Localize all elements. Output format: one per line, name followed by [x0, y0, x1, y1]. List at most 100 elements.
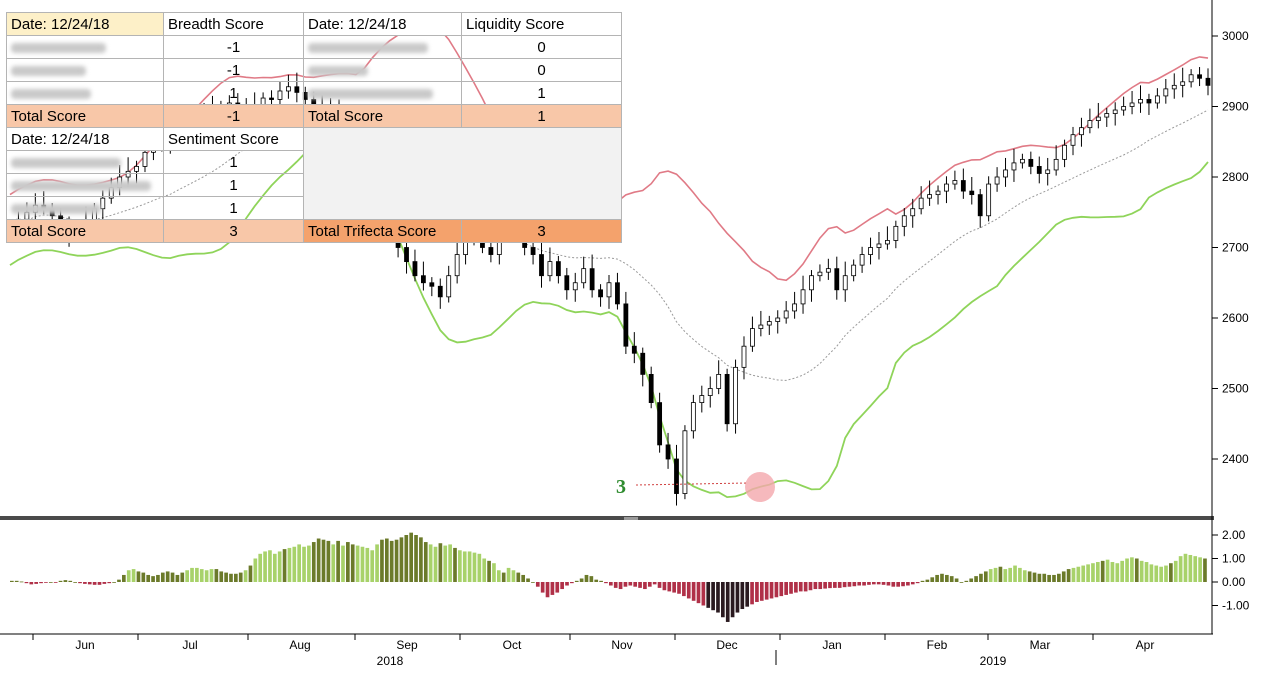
histogram-bar — [974, 576, 978, 583]
histogram-bar — [691, 582, 696, 601]
histogram-bar — [774, 582, 779, 598]
candle-body — [1019, 158, 1025, 164]
histogram-bar — [316, 538, 321, 582]
year-label: 2019 — [980, 654, 1007, 668]
candle-body — [674, 458, 679, 494]
liquidity-date-cell: Date: 12/24/18 — [303, 12, 462, 36]
liquidity-value-cell: 1 — [461, 81, 622, 105]
candle-body — [944, 183, 949, 192]
histogram-bar — [862, 582, 866, 586]
histogram-bar — [375, 544, 379, 582]
histogram-bar — [238, 572, 243, 582]
table-row: 1 — [6, 173, 622, 197]
annotation-leader-line — [635, 482, 749, 486]
candle-body — [960, 180, 966, 192]
histogram-bar — [1076, 566, 1081, 582]
histogram-bar — [282, 549, 287, 582]
histogram-bar — [472, 552, 477, 583]
histogram-bar — [1086, 564, 1090, 583]
x-tick-label: Oct — [503, 638, 522, 652]
histogram-bar — [954, 578, 959, 582]
oscillator-histogram — [10, 532, 1207, 622]
blurred-label-cell — [6, 196, 164, 220]
histogram-bar — [1193, 556, 1198, 582]
x-tick-label: Apr — [1136, 638, 1155, 652]
histogram-bar — [53, 582, 58, 583]
histogram-bar — [896, 582, 900, 587]
histogram-bar — [988, 569, 993, 582]
histogram-bar — [482, 558, 487, 582]
sentiment-value-cell: 1 — [163, 196, 304, 220]
main-panel — [0, 516, 1214, 520]
candle-body — [1112, 109, 1118, 114]
histogram-bar — [906, 582, 910, 586]
histogram-bar — [925, 579, 930, 582]
sentiment-header-cell: Sentiment Score — [163, 127, 304, 151]
liquidity-header-cell: Liquidity Score — [461, 12, 622, 36]
candle-body — [699, 395, 705, 403]
histogram-bar — [136, 571, 141, 582]
liquidity-value-cell: 0 — [461, 58, 622, 82]
candle-body — [606, 282, 612, 298]
histogram-bar — [1188, 554, 1193, 582]
histogram-bar — [287, 547, 292, 582]
table-row: Total Score -1 Total Score 1 — [6, 104, 622, 128]
histogram-bar — [769, 582, 774, 599]
table-row: Date: 12/24/18 Sentiment Score — [6, 127, 622, 220]
histogram-bar — [321, 539, 326, 582]
histogram-bar — [940, 573, 944, 582]
histogram-bar — [453, 547, 457, 582]
blurred-text — [11, 203, 101, 214]
histogram-bar — [224, 572, 228, 582]
breadth-value-cell: 1 — [163, 81, 304, 105]
histogram-bar — [360, 546, 365, 582]
candle-body — [547, 261, 553, 277]
candle-body — [1154, 95, 1160, 104]
candle-body — [1053, 158, 1059, 171]
histogram-bar — [29, 582, 34, 585]
blurred-text — [11, 88, 91, 99]
histogram-bar — [122, 574, 126, 582]
histogram-bar — [901, 582, 905, 587]
histogram-bar — [467, 551, 472, 582]
candle-body — [1138, 99, 1143, 104]
histogram-bar — [126, 570, 131, 582]
histogram-bar — [302, 546, 306, 582]
candle-body — [581, 268, 587, 284]
histogram-bar — [170, 572, 175, 582]
histogram-bar — [1115, 563, 1120, 582]
histogram-bar — [730, 582, 735, 618]
blurred-label-cell — [6, 173, 164, 197]
histogram-bar — [10, 580, 14, 582]
histogram-bar — [48, 582, 53, 583]
histogram-bar — [141, 572, 146, 582]
histogram-bar — [560, 582, 564, 590]
histogram-bar — [477, 553, 482, 582]
histogram-bar — [423, 542, 428, 582]
histogram-bar — [1173, 560, 1178, 582]
histogram-bar — [789, 582, 793, 594]
histogram-bar — [794, 582, 798, 593]
histogram-bar — [1154, 565, 1159, 582]
table-row: 1 1 — [6, 81, 622, 105]
candle-body — [1163, 88, 1169, 97]
histogram-bar — [326, 540, 331, 583]
histogram-bar — [721, 582, 725, 618]
histogram-bar — [1032, 572, 1037, 582]
breadth-total-label: Total Score — [6, 104, 164, 128]
candle-body — [690, 402, 696, 432]
candle-body — [446, 275, 452, 298]
histogram-bar — [570, 582, 574, 584]
histogram-bar — [949, 576, 954, 583]
candle-body — [977, 194, 983, 217]
histogram-bar — [501, 572, 506, 582]
candle-body — [901, 215, 907, 227]
histogram-bar — [462, 551, 467, 582]
histogram-bar — [667, 582, 672, 592]
histogram-bar — [292, 546, 297, 582]
histogram-bar — [24, 582, 29, 584]
candle-body — [530, 247, 536, 255]
y-tick-label: 2500 — [1222, 382, 1249, 396]
candle-body — [733, 366, 738, 425]
